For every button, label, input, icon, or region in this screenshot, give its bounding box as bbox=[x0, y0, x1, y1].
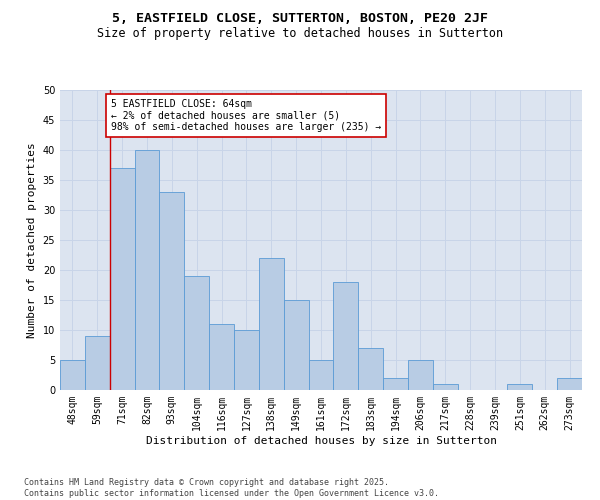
Bar bbox=[110, 168, 134, 390]
Bar bbox=[284, 300, 308, 390]
Bar bbox=[160, 192, 184, 390]
Bar bbox=[308, 360, 334, 390]
Bar bbox=[184, 276, 209, 390]
Bar bbox=[85, 336, 110, 390]
Bar bbox=[383, 378, 408, 390]
Bar bbox=[358, 348, 383, 390]
Text: 5, EASTFIELD CLOSE, SUTTERTON, BOSTON, PE20 2JF: 5, EASTFIELD CLOSE, SUTTERTON, BOSTON, P… bbox=[112, 12, 488, 26]
Bar bbox=[557, 378, 582, 390]
Y-axis label: Number of detached properties: Number of detached properties bbox=[27, 142, 37, 338]
Bar bbox=[60, 360, 85, 390]
Text: 5 EASTFIELD CLOSE: 64sqm
← 2% of detached houses are smaller (5)
98% of semi-det: 5 EASTFIELD CLOSE: 64sqm ← 2% of detache… bbox=[111, 99, 381, 132]
Bar bbox=[408, 360, 433, 390]
Bar bbox=[209, 324, 234, 390]
Bar bbox=[259, 258, 284, 390]
Bar bbox=[508, 384, 532, 390]
Bar bbox=[134, 150, 160, 390]
Text: Size of property relative to detached houses in Sutterton: Size of property relative to detached ho… bbox=[97, 28, 503, 40]
X-axis label: Distribution of detached houses by size in Sutterton: Distribution of detached houses by size … bbox=[146, 436, 497, 446]
Bar bbox=[334, 282, 358, 390]
Bar bbox=[234, 330, 259, 390]
Bar bbox=[433, 384, 458, 390]
Text: Contains HM Land Registry data © Crown copyright and database right 2025.
Contai: Contains HM Land Registry data © Crown c… bbox=[24, 478, 439, 498]
